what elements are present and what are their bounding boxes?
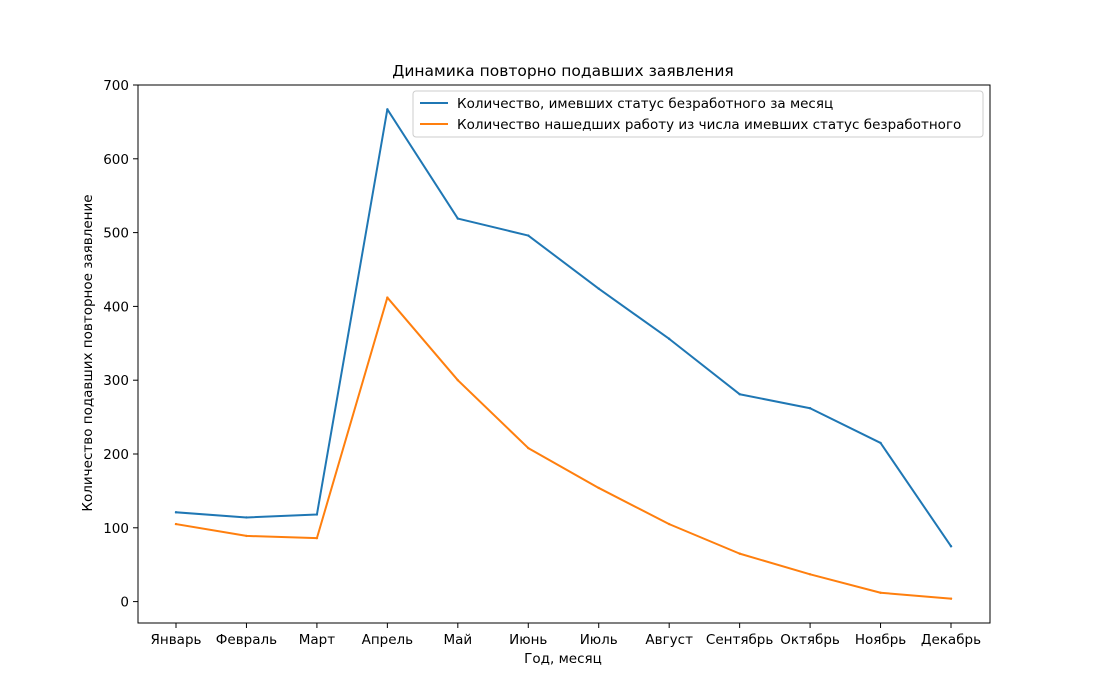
x-axis: Январь Февраль Март Апрель Май Июнь Июль Август… — [151, 623, 981, 648]
legend-label-1: Количество, имевших статус безработного … — [457, 96, 833, 112]
chart-title: Динамика повторно подавших заявления — [392, 62, 734, 80]
data-point-1-4 — [386, 108, 389, 111]
data-point-2-7 — [597, 486, 600, 490]
data-point-1-3 — [315, 513, 319, 516]
x-tick-label: Февраль — [216, 632, 277, 648]
y-tick-label: 300 — [103, 373, 129, 389]
x-tick-label: Май — [443, 632, 472, 648]
data-point-1-7 — [597, 287, 600, 290]
data-point-1-10 — [808, 407, 812, 410]
data-point-2-10 — [808, 573, 812, 576]
data-point-2-6 — [527, 446, 530, 450]
data-point-1-11 — [879, 441, 882, 445]
x-tick-label: Сентябрь — [706, 632, 773, 648]
y-tick-label: 0 — [120, 595, 129, 611]
data-point-2-5 — [456, 378, 460, 382]
data-point-1-8 — [667, 337, 671, 341]
x-tick-label: Март — [299, 632, 335, 648]
plot-frame — [137, 84, 991, 624]
y-tick-label: 700 — [103, 78, 129, 94]
data-point-1-12 — [949, 545, 953, 548]
x-tick-label: Август — [645, 632, 693, 648]
y-axis-label: Количество подавших повторное заявление — [80, 194, 96, 511]
legend-box — [412, 90, 984, 138]
data-point-2-11 — [879, 591, 882, 594]
data-point-2-3 — [315, 536, 319, 540]
x-tick-label: Октябрь — [780, 632, 840, 648]
x-tick-label: Январь — [151, 632, 202, 648]
data-point-2-8 — [667, 522, 671, 526]
y-tick-label: 100 — [103, 521, 129, 537]
series-line-2 — [174, 296, 953, 600]
data-point-1-2 — [245, 516, 248, 519]
x-tick-label: Ноябрь — [855, 632, 906, 648]
data-point-1-1 — [174, 511, 178, 514]
data-point-2-12 — [949, 597, 953, 600]
data-point-2-1 — [174, 522, 178, 526]
y-tick-label: 600 — [103, 152, 129, 168]
y-tick-label: 500 — [103, 226, 129, 242]
data-point-2-4 — [386, 296, 389, 299]
legend-label-2: Количество нашедших работу из числа имев… — [457, 117, 961, 133]
data-point-1-6 — [527, 234, 530, 237]
data-point-1-5 — [456, 217, 460, 220]
y-axis: 0 100 200 300 400 500 600 700 — [103, 78, 138, 611]
x-tick-label: Июль — [580, 632, 618, 648]
data-point-2-9 — [738, 552, 741, 555]
x-axis-label: Год, месяц — [524, 651, 602, 667]
plot-area — [137, 84, 991, 624]
x-tick-label: Декабрь — [921, 632, 981, 648]
data-point-2-2 — [245, 534, 248, 538]
data-point-1-9 — [738, 393, 741, 396]
series-line-1 — [174, 108, 953, 548]
y-tick-label: 400 — [103, 299, 129, 315]
x-tick-label: Июнь — [509, 632, 547, 648]
y-tick-label: 200 — [103, 447, 129, 463]
x-tick-label: Апрель — [362, 632, 414, 648]
legend: Количество, имевших статус безработного … — [412, 90, 984, 138]
